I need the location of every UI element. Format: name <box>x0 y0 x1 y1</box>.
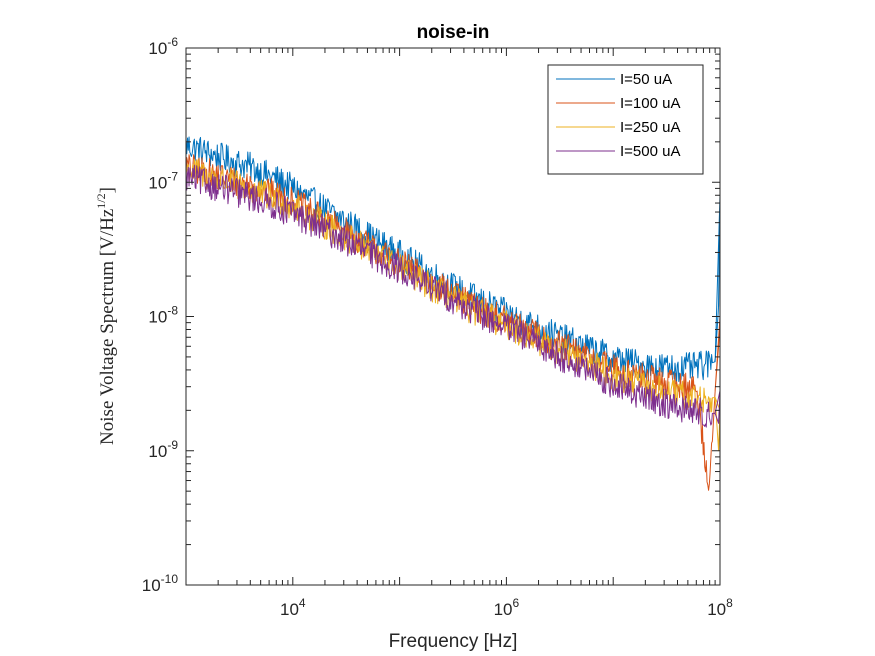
x-tick-label: 108 <box>707 596 733 619</box>
legend-label-1: I=50 uA <box>620 71 672 88</box>
labels-layer: 104 106 108 10-10 10-9 10-8 10-7 10-6 <box>142 35 733 619</box>
y-tick-label: 10-7 <box>148 169 178 192</box>
x-axis-label: Frequency [Hz] <box>389 631 518 652</box>
legend-label-2: I=100 uA <box>620 95 680 112</box>
y-tick-label: 10-8 <box>148 304 178 327</box>
x-tick-label: 106 <box>494 596 520 619</box>
y-tick-label: 10-6 <box>148 35 178 58</box>
legend-label-3: I=250 uA <box>620 119 680 136</box>
series-line-3 <box>186 158 720 452</box>
legend-box <box>547 64 704 175</box>
series-line-4 <box>186 164 720 428</box>
y-tick-label: 10-10 <box>142 572 179 595</box>
series-layer <box>186 136 720 491</box>
legend: I=50 uA I=100 uA I=250 uA I=500 uA <box>547 64 704 175</box>
y-tick-label: 10-9 <box>148 438 178 461</box>
plot-frame <box>185 47 721 586</box>
chart-title: noise-in <box>417 22 490 43</box>
legend-label-4: I=500 uA <box>620 143 680 160</box>
y-axis-label-sup: 1/2 <box>94 193 108 208</box>
y-axis-label: Noise Voltage Spectrum [V/Hz1/2] <box>94 187 118 445</box>
y-axis-label-end: ] <box>97 187 118 193</box>
y-axis-label-main: Noise Voltage Spectrum [V/Hz <box>97 209 118 445</box>
ticks-layer <box>185 47 721 586</box>
x-tick-label: 104 <box>280 596 306 619</box>
